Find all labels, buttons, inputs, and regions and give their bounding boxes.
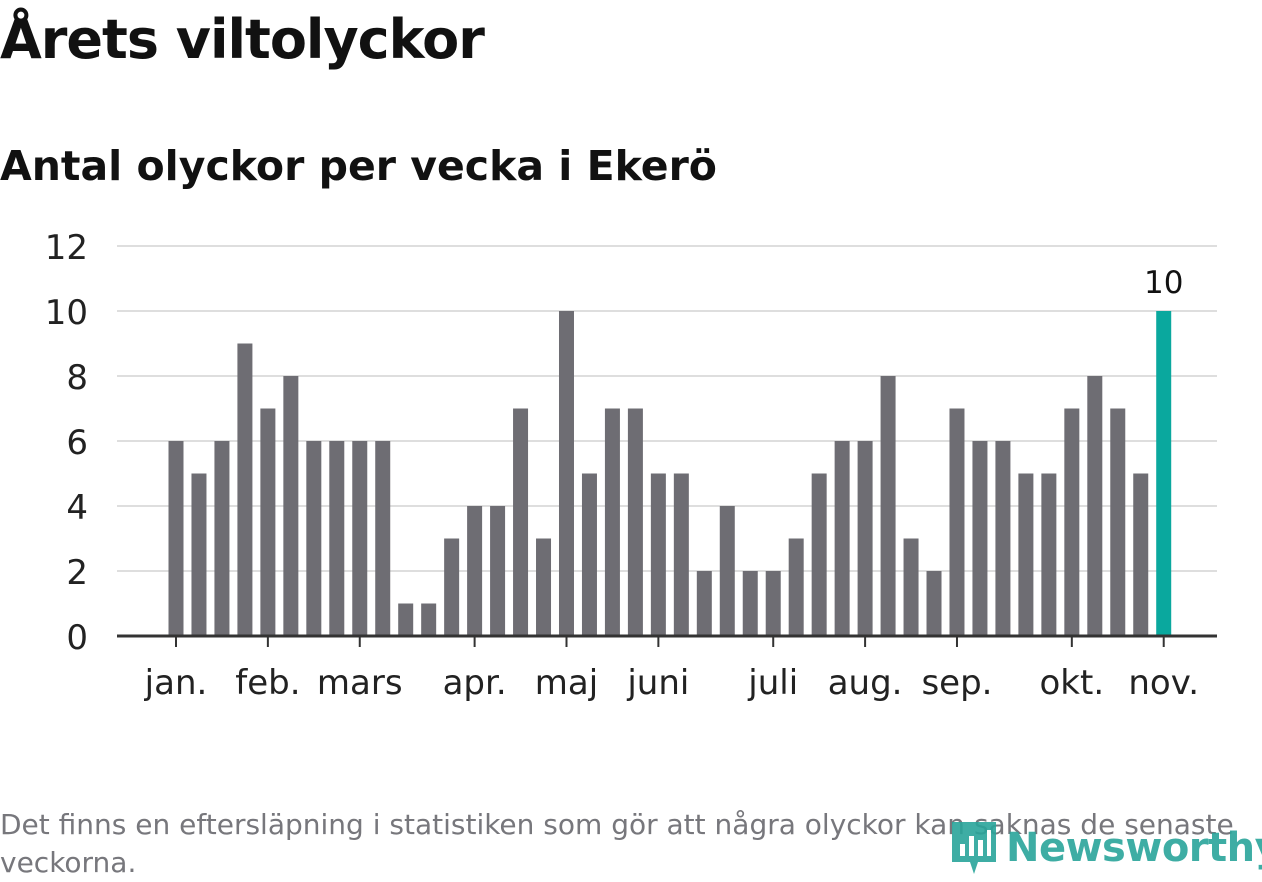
bar — [926, 571, 942, 636]
bar — [972, 441, 988, 636]
x-tick-label: mars — [317, 663, 403, 703]
bars — [168, 311, 1172, 636]
bar — [719, 506, 735, 636]
y-tick-label: 6 — [66, 423, 88, 463]
bar — [536, 538, 552, 636]
bar — [444, 538, 460, 636]
bar — [949, 408, 965, 636]
chart-subtitle: Antal olyckor per vecka i Ekerö — [0, 142, 717, 190]
y-tick-label: 2 — [66, 553, 88, 593]
bar — [1133, 473, 1149, 636]
bar — [214, 441, 230, 636]
bar-highlight — [1156, 311, 1172, 636]
bar-chart-speech-icon — [952, 822, 996, 874]
y-axis-ticks: 0 2 4 6 8 10 12 — [45, 228, 88, 658]
bar — [857, 441, 873, 636]
bar — [513, 408, 529, 636]
bar — [1087, 376, 1103, 636]
bar — [1064, 408, 1080, 636]
data-labels: 10 — [1144, 265, 1183, 301]
x-tick-label: feb. — [235, 663, 300, 703]
bar — [490, 506, 506, 636]
x-axis: jan. feb. mars apr. maj juni juli aug. sep. okt. n… — [117, 634, 1217, 703]
bar — [1018, 473, 1034, 636]
y-tick-label: 12 — [45, 228, 88, 268]
x-tick-label: aug. — [828, 663, 903, 703]
bar — [421, 603, 437, 636]
bar — [880, 376, 896, 636]
chart-title: Årets viltolyckor — [0, 8, 485, 71]
data-label-highlight: 10 — [1144, 265, 1183, 301]
bar — [191, 473, 207, 636]
bar — [260, 408, 276, 636]
bar — [788, 538, 804, 636]
bar — [1110, 408, 1126, 636]
bar — [1041, 473, 1057, 636]
gridlines — [117, 245, 1217, 572]
bar — [995, 441, 1011, 636]
bar — [673, 473, 689, 636]
bar — [558, 311, 574, 636]
bar — [581, 473, 597, 636]
bar — [903, 538, 919, 636]
x-tick-label: okt. — [1040, 663, 1105, 703]
y-tick-label: 10 — [45, 293, 88, 333]
bar — [765, 571, 781, 636]
bar — [398, 603, 414, 636]
bar — [811, 473, 827, 636]
bar — [627, 408, 643, 636]
x-tick-label: juli — [747, 663, 798, 703]
bar — [467, 506, 483, 636]
bar — [650, 473, 666, 636]
bar — [237, 343, 253, 636]
brand-logo: Newsworthy — [950, 818, 1262, 878]
bar — [168, 441, 184, 636]
bar — [329, 441, 345, 636]
brand-name: Newsworthy — [1006, 825, 1262, 871]
bar — [283, 376, 299, 636]
x-tick-label: apr. — [443, 663, 507, 703]
bar — [742, 571, 758, 636]
y-tick-label: 4 — [66, 488, 88, 528]
bar — [604, 408, 620, 636]
x-tick-label: nov. — [1128, 663, 1199, 703]
y-tick-label: 8 — [66, 358, 88, 398]
bar — [352, 441, 368, 636]
x-tick-label: maj — [535, 663, 598, 703]
x-tick-label: juni — [626, 663, 689, 703]
bar — [696, 571, 712, 636]
bar — [834, 441, 850, 636]
bar — [306, 441, 322, 636]
x-tick-label: sep. — [921, 663, 992, 703]
x-tick-label: jan. — [144, 663, 208, 703]
footnote: Det finns en eftersläpning i statistiken… — [0, 808, 1234, 879]
y-tick-label: 0 — [66, 618, 88, 658]
bar — [375, 441, 391, 636]
